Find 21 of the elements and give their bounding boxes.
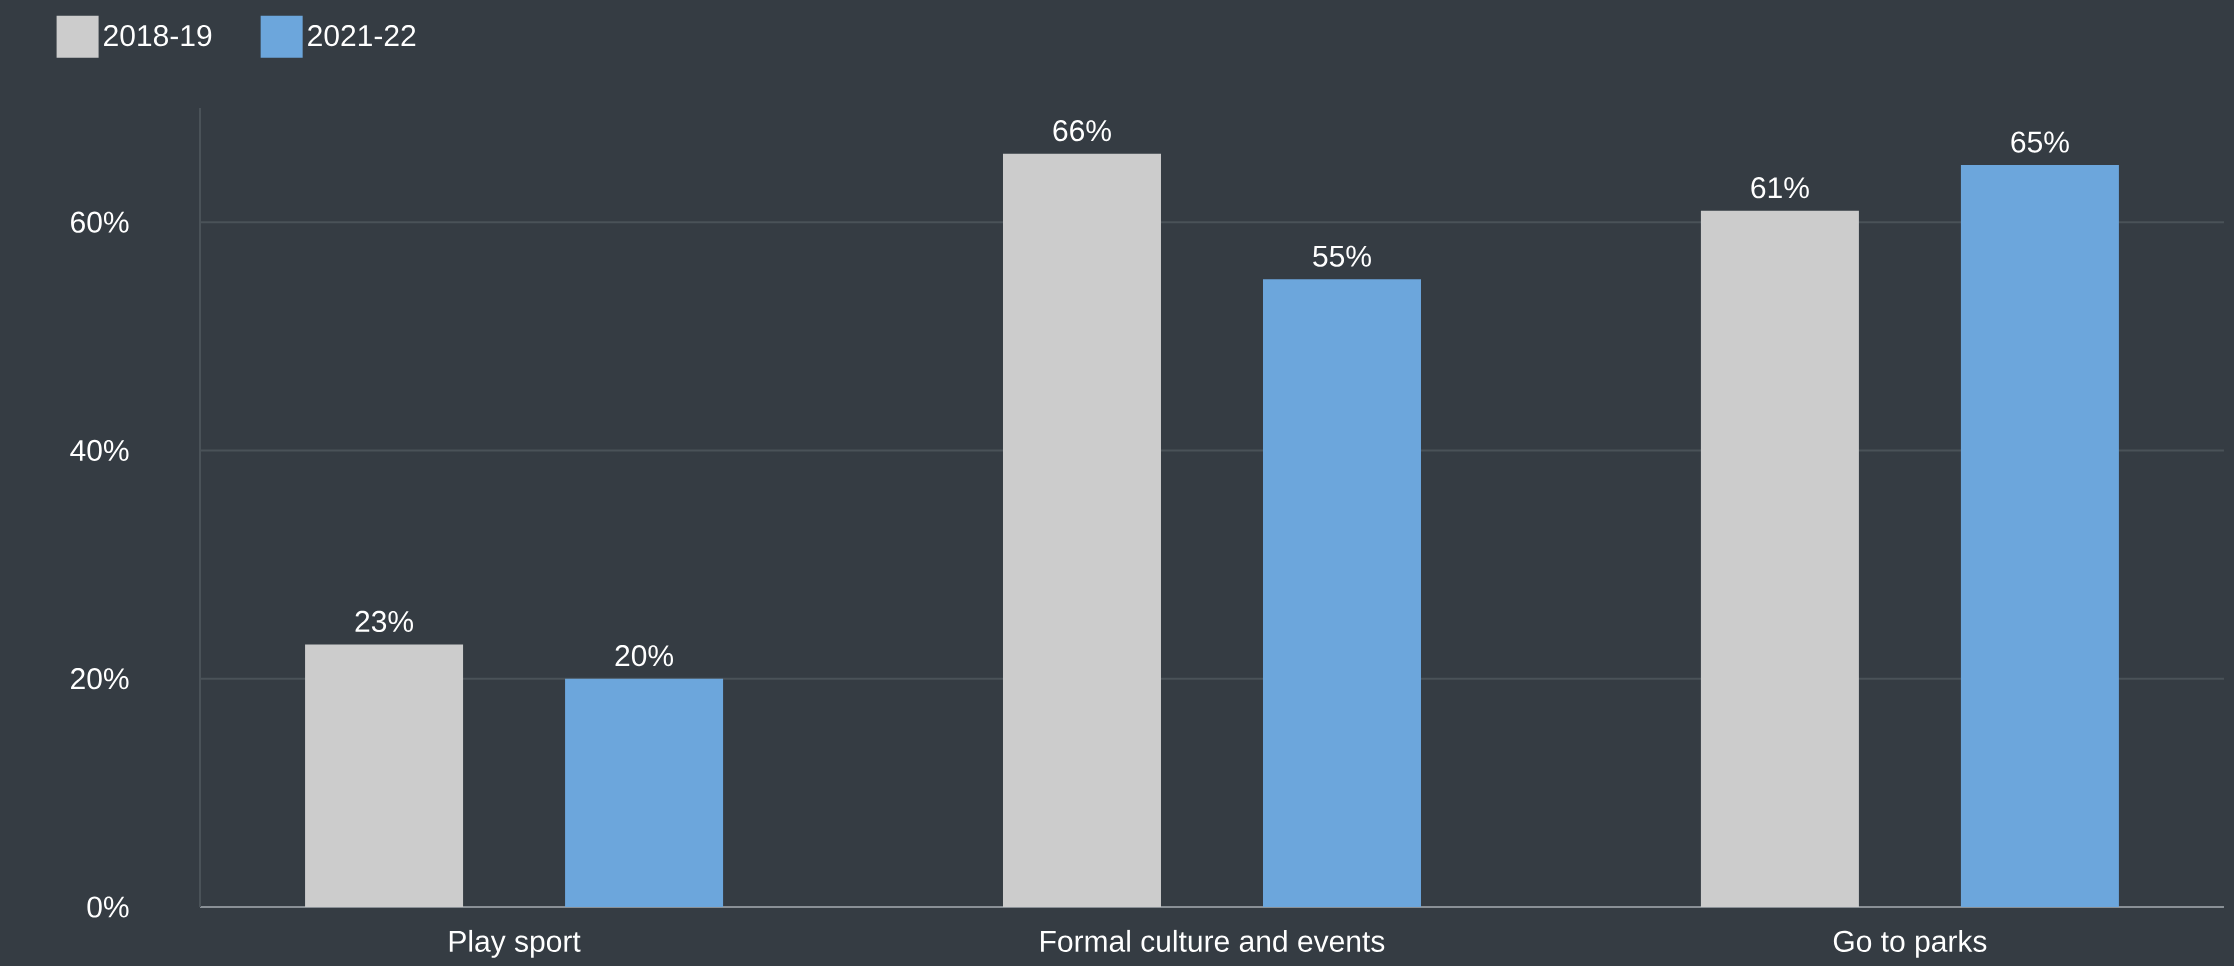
y-tick-label: 40% <box>70 439 129 462</box>
data-label: 23% <box>355 610 413 633</box>
data-label: 66% <box>1053 120 1111 142</box>
data-label: 65% <box>2011 131 2069 153</box>
bar <box>565 678 724 907</box>
legend-label: 2021-22 <box>308 24 416 47</box>
x-tick-label: Play sport <box>449 929 581 958</box>
x-tick-label: Go to parks <box>1833 929 1987 958</box>
bar <box>1960 165 2119 907</box>
bar <box>1700 210 1859 907</box>
y-tick-label: 20% <box>71 668 129 690</box>
legend-label: 2018-19 <box>104 24 212 47</box>
bar <box>305 644 464 907</box>
x-tick-label: Formal culture and events <box>1041 929 1385 952</box>
y-tick-label: 60% <box>71 211 129 233</box>
bar <box>1002 153 1161 907</box>
bar <box>1262 279 1421 907</box>
data-label: 55% <box>1313 245 1371 267</box>
data-label: 20% <box>615 645 673 667</box>
y-tick-label: 0% <box>87 896 129 918</box>
data-label: 61% <box>1751 177 1809 199</box>
